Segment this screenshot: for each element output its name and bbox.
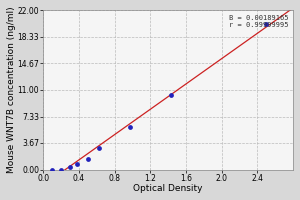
X-axis label: Optical Density: Optical Density [134,184,203,193]
Point [68,165,72,168]
Text: B = 0.00189165
r = 0.99999995: B = 0.00189165 r = 0.99999995 [229,15,288,28]
Point [97,147,102,150]
Point [128,125,132,129]
Point [264,22,269,25]
Point [85,157,90,160]
Point [59,168,64,171]
Point [50,168,55,171]
Point [168,94,173,97]
Point [75,163,80,166]
Y-axis label: Mouse WNT7B concentration (ng/ml): Mouse WNT7B concentration (ng/ml) [7,7,16,173]
